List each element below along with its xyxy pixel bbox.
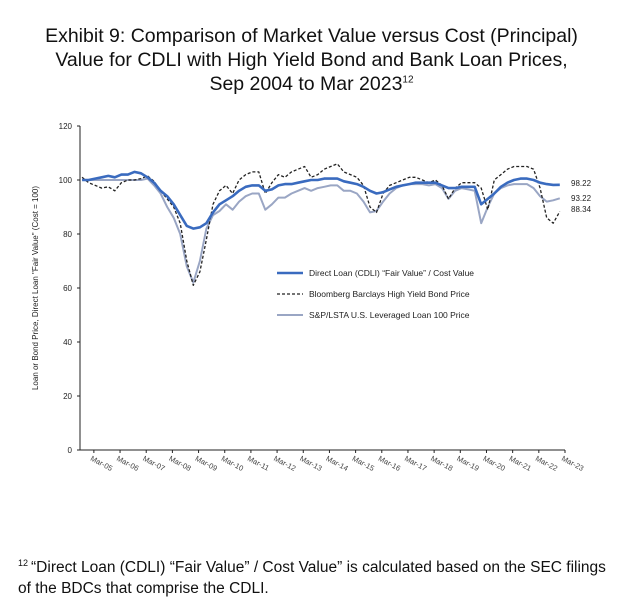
footnote: 12 “Direct Loan (CDLI) “Fair Value” / Cos…	[18, 557, 618, 599]
y-tick-label: 60	[63, 284, 72, 293]
footnote-mark: 12	[18, 557, 29, 568]
end-label: 98.22	[571, 179, 592, 188]
end-label: 88.34	[571, 205, 592, 214]
x-tick-label: Mar-21	[508, 454, 533, 473]
x-tick-label: Mar-22	[534, 454, 559, 473]
x-tick-label: Mar-08	[167, 454, 192, 473]
y-tick-label: 0	[68, 446, 73, 455]
end-label: 93.22	[571, 194, 592, 203]
title-footnote-mark: 12	[402, 74, 414, 86]
y-tick-label: 80	[63, 230, 72, 239]
title-line-3: Sep 2004 to Mar 202312	[0, 72, 623, 96]
legend-label-0: Direct Loan (CDLI) “Fair Value” / Cost V…	[309, 268, 474, 278]
x-tick-label: Mar-05	[89, 454, 114, 473]
title-line-3-text: Sep 2004 to Mar 2023	[209, 73, 403, 95]
legend: Direct Loan (CDLI) “Fair Value” / Cost V…	[277, 268, 474, 320]
x-tick-label: Mar-18	[429, 454, 454, 473]
x-tick-label: Mar-12	[272, 454, 297, 473]
x-tick-label: Mar-20	[482, 454, 507, 473]
y-axis-label: Loan or Bond Price, Direct Loan "Fair Va…	[31, 186, 40, 390]
chart-title: Exhibit 9: Comparison of Market Value ve…	[0, 24, 623, 96]
y-tick-label: 20	[63, 392, 72, 401]
end-labels: 98.22 93.22 88.34	[571, 179, 592, 214]
title-line-2: Value for CDLI with High Yield Bond and …	[55, 49, 568, 71]
x-tick-label: Mar-14	[324, 454, 349, 473]
x-tick-label: Mar-19	[455, 454, 480, 473]
x-tick-label: Mar-16	[377, 454, 402, 473]
title-line-1: Exhibit 9: Comparison of Market Value ve…	[45, 25, 578, 47]
y-tick-label: 100	[59, 176, 73, 185]
footnote-text: “Direct Loan (CDLI) “Fair Value” / Cost …	[18, 559, 606, 597]
x-tick-label: Mar-11	[246, 454, 271, 473]
legend-label-1: Bloomberg Barclays High Yield Bond Price	[309, 289, 470, 299]
x-tick-label: Mar-07	[141, 454, 166, 473]
x-tick-label: Mar-23	[560, 454, 585, 473]
x-tick-label: Mar-09	[194, 454, 219, 473]
y-tick-label: 40	[63, 338, 72, 347]
x-tick-label: Mar-15	[351, 454, 376, 473]
x-tick-label: Mar-10	[220, 454, 245, 473]
y-tick-label: 120	[59, 122, 73, 131]
series-layer	[81, 163, 561, 286]
x-tick-label: Mar-13	[298, 454, 323, 473]
legend-label-2: S&P/LSTA U.S. Leveraged Loan 100 Price	[309, 310, 470, 320]
series-line-2	[82, 177, 561, 284]
series-line-0	[82, 170, 560, 230]
x-tick-label: Mar-17	[403, 454, 428, 473]
x-tick-label: Mar-06	[115, 454, 140, 473]
